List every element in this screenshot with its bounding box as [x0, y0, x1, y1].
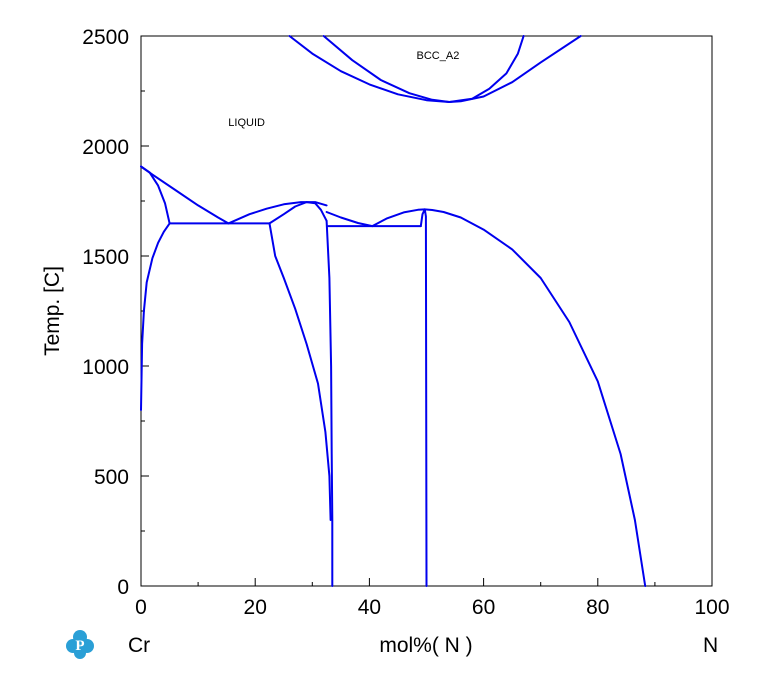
x-tick-label: 40: [358, 596, 381, 619]
x-tick-label: 60: [472, 596, 495, 619]
phase-boundary-12: [423, 208, 647, 587]
y-tick-label: 1000: [82, 356, 129, 379]
y-tick-label: 2500: [82, 26, 129, 49]
x-tick-label: 100: [694, 596, 729, 619]
y-tick-label: 2000: [82, 136, 129, 159]
left-component-label: Cr: [128, 634, 150, 657]
phase-boundary-7: [325, 219, 334, 587]
app-logo-icon: P: [66, 630, 94, 659]
x-tick-label: 80: [586, 596, 609, 619]
svg-text:P: P: [75, 638, 84, 654]
phase-boundary-2: [140, 222, 171, 411]
phase-boundary-11: [419, 208, 428, 587]
phase-boundary-1: [140, 165, 171, 225]
phase-boundary-0: [140, 165, 230, 225]
right-component-label: N: [703, 634, 718, 657]
region-label: BCC_A2: [417, 50, 460, 62]
phase-boundary-13: [288, 35, 582, 103]
phase-lines: [140, 35, 647, 587]
phase-boundary-10: [371, 208, 426, 228]
x-axis-label: mol%( N ): [379, 634, 472, 657]
y-tick-label: 500: [94, 466, 129, 489]
x-tick-label: 0: [135, 596, 147, 619]
y-axis-label: Temp. [C]: [41, 266, 64, 356]
phase-boundary-4: [227, 201, 328, 225]
y-tick-label: 1500: [82, 246, 129, 269]
phase-boundary-5: [268, 201, 328, 225]
phase-boundary-6: [268, 222, 332, 521]
region-labels: LIQUID BCC_A2: [228, 50, 459, 129]
phase-boundary-8: [325, 211, 374, 228]
x-tick-label: 20: [244, 596, 267, 619]
y-tick-label: 0: [117, 576, 129, 599]
region-label: LIQUID: [228, 117, 265, 129]
phase-boundary-15: [448, 35, 525, 103]
phase-boundary-14: [322, 35, 451, 103]
